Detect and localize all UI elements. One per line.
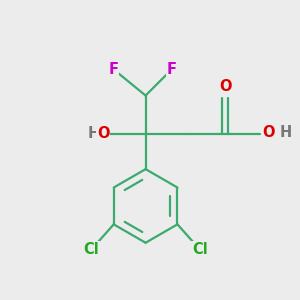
Text: O: O (219, 79, 231, 94)
Text: Cl: Cl (192, 242, 208, 257)
Text: H: H (88, 126, 100, 141)
Text: Cl: Cl (83, 242, 99, 257)
Text: O: O (97, 126, 110, 141)
Text: F: F (108, 61, 118, 76)
Text: F: F (167, 61, 177, 76)
Text: H: H (280, 125, 292, 140)
Text: O: O (262, 125, 274, 140)
